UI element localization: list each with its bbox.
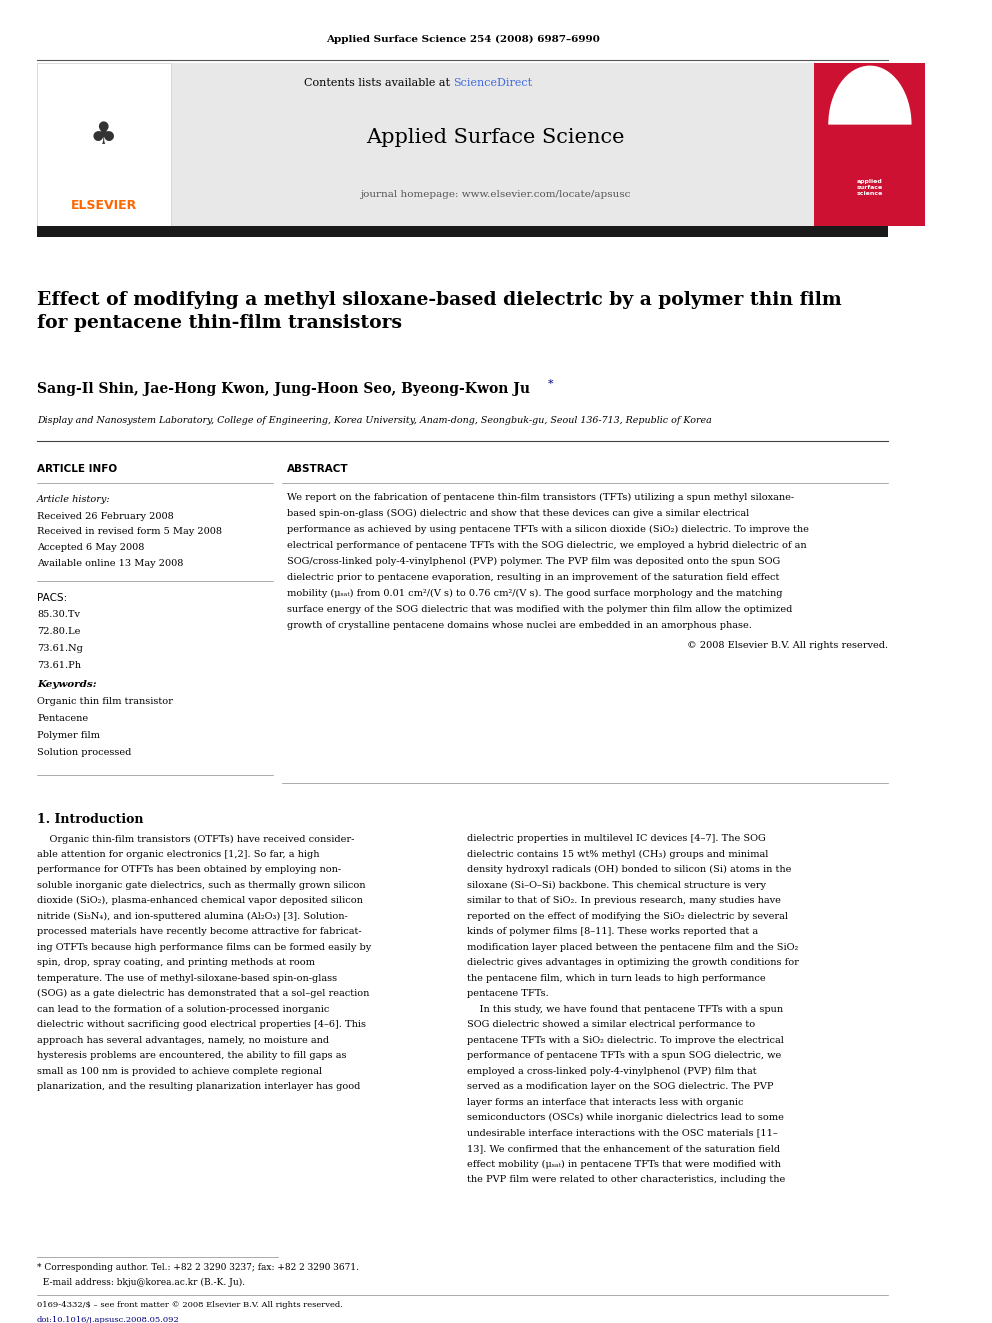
Text: Polymer film: Polymer film — [37, 730, 100, 740]
Text: ♣: ♣ — [90, 119, 117, 151]
Text: semiconductors (OSCs) while inorganic dielectrics lead to some: semiconductors (OSCs) while inorganic di… — [467, 1113, 785, 1122]
Text: Received in revised form 5 May 2008: Received in revised form 5 May 2008 — [37, 528, 222, 536]
Text: based spin-on-glass (SOG) dielectric and show that these devices can give a simi: based spin-on-glass (SOG) dielectric and… — [287, 509, 749, 519]
FancyBboxPatch shape — [172, 64, 814, 226]
Text: 72.80.Le: 72.80.Le — [37, 627, 80, 636]
Text: small as 100 nm is provided to achieve complete regional: small as 100 nm is provided to achieve c… — [37, 1066, 322, 1076]
Text: SOG dielectric showed a similar electrical performance to: SOG dielectric showed a similar electric… — [467, 1020, 756, 1029]
Text: dielectric gives advantages in optimizing the growth conditions for: dielectric gives advantages in optimizin… — [467, 958, 800, 967]
Text: 1. Introduction: 1. Introduction — [37, 814, 144, 827]
Text: ing OTFTs because high performance films can be formed easily by: ing OTFTs because high performance films… — [37, 943, 371, 951]
Text: the pentacene film, which in turn leads to high performance: the pentacene film, which in turn leads … — [467, 974, 766, 983]
Text: Available online 13 May 2008: Available online 13 May 2008 — [37, 558, 184, 568]
Text: We report on the fabrication of pentacene thin-film transistors (TFTs) utilizing: We report on the fabrication of pentacen… — [287, 493, 794, 503]
Text: Sang-Il Shin, Jae-Hong Kwon, Jung-Hoon Seo, Byeong-Kwon Ju: Sang-Il Shin, Jae-Hong Kwon, Jung-Hoon S… — [37, 382, 530, 396]
Text: served as a modification layer on the SOG dielectric. The PVP: served as a modification layer on the SO… — [467, 1082, 774, 1091]
Text: effect mobility (μₛₐₜ) in pentacene TFTs that were modified with: effect mobility (μₛₐₜ) in pentacene TFTs… — [467, 1159, 782, 1168]
FancyBboxPatch shape — [37, 226, 889, 237]
Text: Solution processed: Solution processed — [37, 747, 131, 757]
Text: Organic thin film transistor: Organic thin film transistor — [37, 697, 173, 705]
Text: 73.61.Ng: 73.61.Ng — [37, 644, 83, 654]
Text: mobility (μₛₐₜ) from 0.01 cm²/(V s) to 0.76 cm²/(V s). The good surface morpholo: mobility (μₛₐₜ) from 0.01 cm²/(V s) to 0… — [287, 589, 783, 598]
Text: ABSTRACT: ABSTRACT — [287, 464, 348, 475]
Text: density hydroxyl radicals (OH) bonded to silicon (Si) atoms in the: density hydroxyl radicals (OH) bonded to… — [467, 865, 792, 875]
Text: able attention for organic electronics [1,2]. So far, a high: able attention for organic electronics [… — [37, 849, 319, 859]
Text: ScienceDirect: ScienceDirect — [453, 78, 533, 87]
Text: Received 26 February 2008: Received 26 February 2008 — [37, 512, 174, 521]
Text: Accepted 6 May 2008: Accepted 6 May 2008 — [37, 544, 145, 552]
Text: Keywords:: Keywords: — [37, 680, 96, 688]
Text: dioxide (SiO₂), plasma-enhanced chemical vapor deposited silicon: dioxide (SiO₂), plasma-enhanced chemical… — [37, 896, 363, 905]
Text: ARTICLE INFO: ARTICLE INFO — [37, 464, 117, 475]
Text: SOG/cross-linked poly-4-vinylphenol (PVP) polymer. The PVP film was deposited on: SOG/cross-linked poly-4-vinylphenol (PVP… — [287, 557, 780, 566]
Text: modification layer placed between the pentacene film and the SiO₂: modification layer placed between the pe… — [467, 943, 799, 951]
Text: Applied Surface Science 254 (2008) 6987–6990: Applied Surface Science 254 (2008) 6987–… — [325, 34, 599, 44]
Text: journal homepage: www.elsevier.com/locate/apsusc: journal homepage: www.elsevier.com/locat… — [360, 189, 630, 198]
Text: 0169-4332/$ – see front matter © 2008 Elsevier B.V. All rights reserved.: 0169-4332/$ – see front matter © 2008 El… — [37, 1302, 343, 1310]
Text: growth of crystalline pentacene domains whose nuclei are embedded in an amorphou: growth of crystalline pentacene domains … — [287, 622, 752, 630]
FancyBboxPatch shape — [37, 64, 172, 226]
Text: dielectric without sacrificing good electrical properties [4–6]. This: dielectric without sacrificing good elec… — [37, 1020, 366, 1029]
FancyBboxPatch shape — [814, 64, 926, 226]
Text: undesirable interface interactions with the OSC materials [11–: undesirable interface interactions with … — [467, 1129, 778, 1138]
Text: processed materials have recently become attractive for fabricat-: processed materials have recently become… — [37, 927, 362, 937]
Text: dielectric properties in multilevel IC devices [4–7]. The SOG: dielectric properties in multilevel IC d… — [467, 835, 766, 843]
Text: (SOG) as a gate dielectric has demonstrated that a sol–gel reaction: (SOG) as a gate dielectric has demonstra… — [37, 990, 369, 999]
Text: 85.30.Tv: 85.30.Tv — [37, 610, 80, 619]
Text: © 2008 Elsevier B.V. All rights reserved.: © 2008 Elsevier B.V. All rights reserved… — [687, 642, 889, 651]
Text: performance of pentacene TFTs with a spun SOG dielectric, we: performance of pentacene TFTs with a spu… — [467, 1052, 782, 1060]
Text: 73.61.Ph: 73.61.Ph — [37, 662, 81, 671]
Text: PACS:: PACS: — [37, 593, 67, 603]
Text: the PVP film were related to other characteristics, including the: the PVP film were related to other chara… — [467, 1175, 786, 1184]
Text: Article history:: Article history: — [37, 495, 111, 504]
Text: In this study, we have found that pentacene TFTs with a spun: In this study, we have found that pentac… — [467, 1004, 784, 1013]
Text: layer forms an interface that interacts less with organic: layer forms an interface that interacts … — [467, 1098, 744, 1106]
Text: 13]. We confirmed that the enhancement of the saturation field: 13]. We confirmed that the enhancement o… — [467, 1144, 781, 1154]
Text: pentacene TFTs.: pentacene TFTs. — [467, 990, 550, 999]
Text: dielectric prior to pentacene evaporation, resulting in an improvement of the sa: dielectric prior to pentacene evaporatio… — [287, 573, 780, 582]
Text: *: * — [548, 380, 554, 389]
Text: surface energy of the SOG dielectric that was modified with the polymer thin fil: surface energy of the SOG dielectric tha… — [287, 606, 793, 614]
Text: electrical performance of pentacene TFTs with the SOG dielectric, we employed a : electrical performance of pentacene TFTs… — [287, 541, 806, 550]
Text: Applied Surface Science: Applied Surface Science — [366, 128, 624, 147]
Wedge shape — [828, 66, 912, 124]
Text: Display and Nanosystem Laboratory, College of Engineering, Korea University, Ana: Display and Nanosystem Laboratory, Colle… — [37, 415, 712, 425]
Text: nitride (Si₃N₄), and ion-sputtered alumina (Al₂O₃) [3]. Solution-: nitride (Si₃N₄), and ion-sputtered alumi… — [37, 912, 348, 921]
Text: approach has several advantages, namely, no moisture and: approach has several advantages, namely,… — [37, 1036, 329, 1045]
Text: similar to that of SiO₂. In previous research, many studies have: similar to that of SiO₂. In previous res… — [467, 896, 782, 905]
Text: doi:10.1016/j.apsusc.2008.05.092: doi:10.1016/j.apsusc.2008.05.092 — [37, 1316, 180, 1323]
Text: performance for OTFTs has been obtained by employing non-: performance for OTFTs has been obtained … — [37, 865, 341, 875]
Text: applied
surface
science: applied surface science — [857, 180, 883, 196]
Text: dielectric contains 15 wt% methyl (CH₃) groups and minimal: dielectric contains 15 wt% methyl (CH₃) … — [467, 849, 769, 859]
Text: Organic thin-film transistors (OTFTs) have received consider-: Organic thin-film transistors (OTFTs) ha… — [37, 835, 354, 844]
Text: reported on the effect of modifying the SiO₂ dielectric by several: reported on the effect of modifying the … — [467, 912, 789, 921]
Text: siloxane (Si–O–Si) backbone. This chemical structure is very: siloxane (Si–O–Si) backbone. This chemic… — [467, 881, 767, 890]
Text: * Corresponding author. Tel.: +82 2 3290 3237; fax: +82 2 3290 3671.: * Corresponding author. Tel.: +82 2 3290… — [37, 1263, 359, 1273]
Text: ELSEVIER: ELSEVIER — [70, 200, 137, 213]
Text: employed a cross-linked poly-4-vinylphenol (PVP) film that: employed a cross-linked poly-4-vinylphen… — [467, 1066, 757, 1076]
Text: Effect of modifying a methyl siloxane-based dielectric by a polymer thin film
fo: Effect of modifying a methyl siloxane-ba… — [37, 291, 841, 332]
Text: performance as achieved by using pentacene TFTs with a silicon dioxide (SiO₂) di: performance as achieved by using pentace… — [287, 525, 808, 534]
Text: Pentacene: Pentacene — [37, 713, 88, 722]
Text: soluble inorganic gate dielectrics, such as thermally grown silicon: soluble inorganic gate dielectrics, such… — [37, 881, 365, 890]
Text: temperature. The use of methyl-siloxane-based spin-on-glass: temperature. The use of methyl-siloxane-… — [37, 974, 337, 983]
Text: spin, drop, spray coating, and printing methods at room: spin, drop, spray coating, and printing … — [37, 958, 315, 967]
Text: kinds of polymer films [8–11]. These works reported that a: kinds of polymer films [8–11]. These wor… — [467, 927, 759, 937]
Text: E-mail address: bkju@korea.ac.kr (B.-K. Ju).: E-mail address: bkju@korea.ac.kr (B.-K. … — [37, 1278, 245, 1287]
Text: planarization, and the resulting planarization interlayer has good: planarization, and the resulting planari… — [37, 1082, 360, 1091]
Text: Contents lists available at: Contents lists available at — [304, 78, 453, 87]
Text: hysteresis problems are encountered, the ability to fill gaps as: hysteresis problems are encountered, the… — [37, 1052, 346, 1060]
Text: can lead to the formation of a solution-processed inorganic: can lead to the formation of a solution-… — [37, 1004, 329, 1013]
Text: pentacene TFTs with a SiO₂ dielectric. To improve the electrical: pentacene TFTs with a SiO₂ dielectric. T… — [467, 1036, 785, 1045]
